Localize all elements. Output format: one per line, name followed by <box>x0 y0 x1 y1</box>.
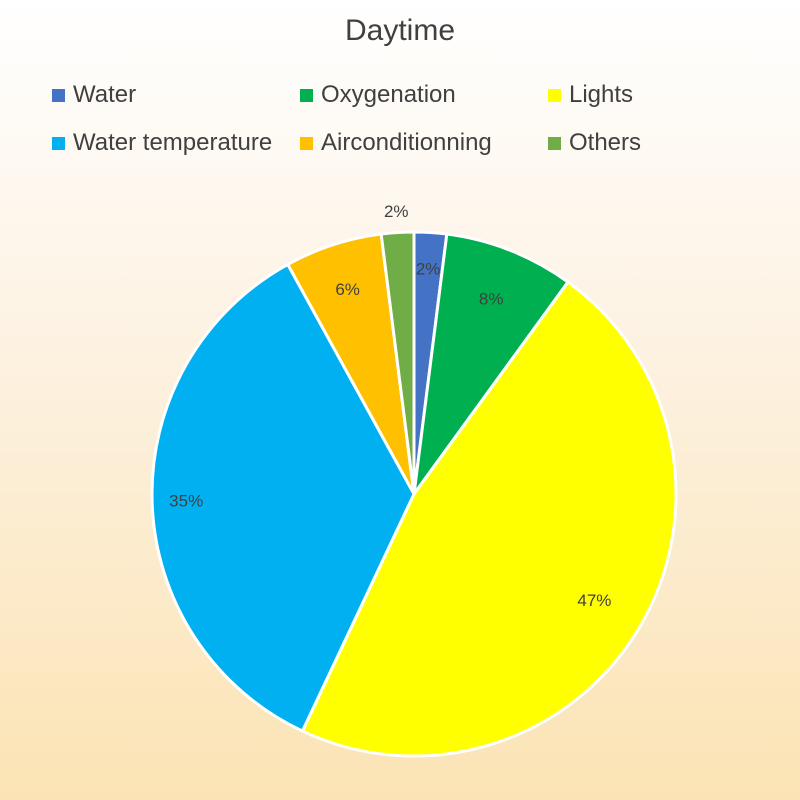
legend-item-water-temperature: Water temperature <box>52 126 300 160</box>
legend-label-water-temperature: Water temperature <box>73 129 273 156</box>
legend-label-water: Water <box>73 81 137 108</box>
legend-item-lights: Lights <box>548 78 748 112</box>
pie-slice-others <box>379 230 416 496</box>
legend-label-lights: Lights <box>569 81 634 108</box>
legend-swatch-others <box>548 136 561 150</box>
legend-label-others: Others <box>569 129 642 156</box>
legend-swatch-airconditionning <box>300 136 313 150</box>
legend-item-others: Others <box>548 126 748 160</box>
legend-swatch-water <box>52 88 65 102</box>
data-label-airconditionning: 6% <box>335 280 360 299</box>
legend-label-oxygenation: Oxygenation <box>321 81 456 108</box>
pie-slice-lights <box>300 280 678 758</box>
legend-swatch-water-temperature <box>52 136 65 150</box>
data-label-water: 2% <box>416 260 441 279</box>
legend-item-airconditionning: Airconditionning <box>300 126 548 160</box>
chart-title: Daytime <box>344 14 456 47</box>
legend-swatch-lights <box>548 88 561 102</box>
data-label-lights: 47% <box>577 591 611 610</box>
data-label-water-temperature: 35% <box>169 492 203 511</box>
data-label-oxygenation: 8% <box>479 290 504 309</box>
data-label-others: 2% <box>384 202 409 221</box>
legend: Water Oxygenation Lights Water temperatu… <box>52 78 752 160</box>
legend-swatch-oxygenation <box>300 88 313 102</box>
pie-slice-oxygenation <box>412 232 570 496</box>
pie-slice-water-temperature <box>150 262 416 733</box>
legend-item-water: Water <box>52 78 300 112</box>
legend-label-airconditionning: Airconditionning <box>321 129 492 156</box>
legend-item-oxygenation: Oxygenation <box>300 78 548 112</box>
